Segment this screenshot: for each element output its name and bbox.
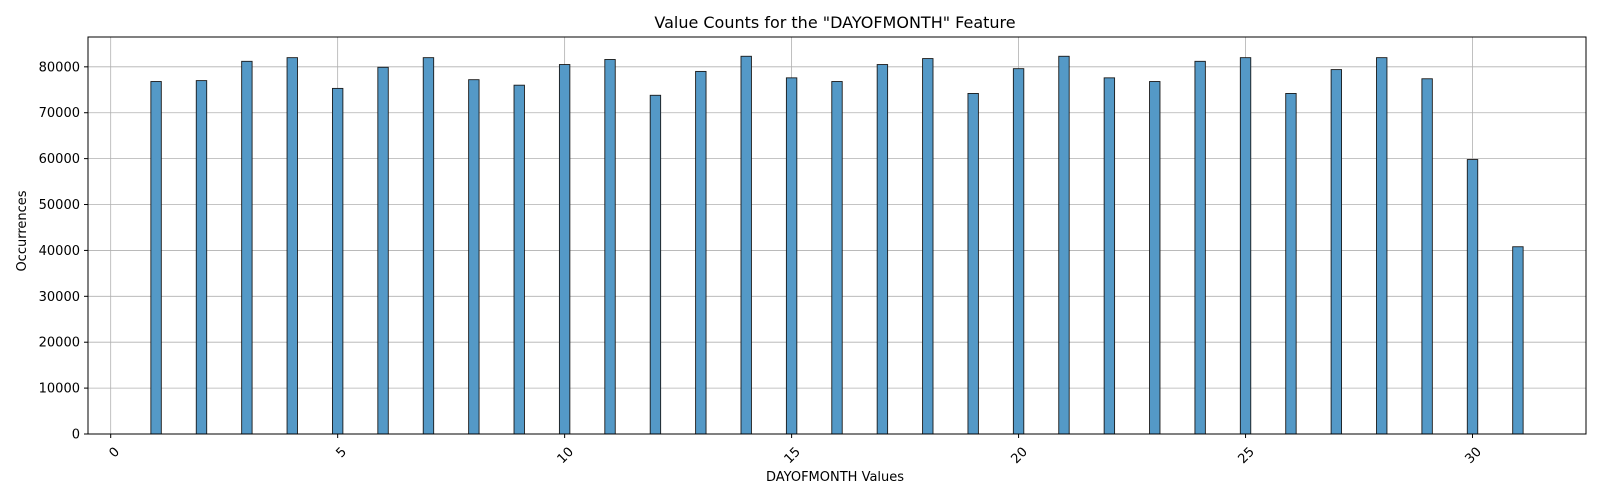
- bar-day-21: [1058, 55, 1070, 435]
- bar-day-5: [331, 87, 344, 435]
- y-axis-ticks: 0 10000 20000 30000 40000 50000 60000 70000 8000…: [39, 60, 88, 443]
- x-axis-label: DAYOFMONTH Values: [766, 470, 904, 485]
- bar-day-24: [1194, 60, 1206, 435]
- x-tick-label: 0: [106, 445, 122, 461]
- x-axis-ticks: 0 5 10 15 20 25 30: [106, 434, 1485, 467]
- bar-day-25: [1239, 57, 1252, 435]
- bar-day-20: [1012, 68, 1025, 435]
- bar-day-28: [1376, 57, 1388, 435]
- plot-frame: [87, 36, 1587, 435]
- y-tick-label: 50000: [39, 198, 80, 213]
- bar-day-7: [422, 57, 435, 435]
- x-tick-label: 25: [1236, 445, 1258, 467]
- bar-day-22: [1103, 77, 1116, 435]
- bar-day-14: [740, 55, 752, 435]
- bar-day-4: [286, 57, 298, 435]
- x-tick-label: 20: [1009, 445, 1031, 467]
- bar-day-23: [1149, 81, 1161, 435]
- bar-day-13: [695, 70, 707, 435]
- x-tick-label: 15: [782, 445, 804, 467]
- bar-day-11: [604, 59, 616, 435]
- x-tick-label: 5: [333, 445, 349, 461]
- bar-day-3: [241, 60, 253, 435]
- bar-day-6: [377, 66, 389, 435]
- y-tick-label: 30000: [39, 290, 80, 305]
- bar-day-8: [468, 79, 480, 435]
- chart-title: Value Counts for the "DAYOFMONTH" Featur…: [654, 13, 1015, 32]
- y-tick-label: 70000: [39, 106, 80, 121]
- y-tick-label: 20000: [39, 336, 80, 351]
- y-tick-label: 80000: [39, 60, 80, 75]
- y-tick-label: 40000: [39, 244, 80, 259]
- bar-day-2: [195, 80, 208, 435]
- bar-day-19: [967, 93, 979, 435]
- x-tick-label: 10: [555, 445, 577, 467]
- bar-day-15: [785, 77, 798, 435]
- y-axis-label: Occurrences: [15, 190, 30, 271]
- bar-day-29: [1421, 78, 1433, 435]
- bar-day-27: [1330, 69, 1343, 435]
- y-tick-label: 0: [72, 428, 80, 443]
- x-tick-label: 30: [1462, 445, 1484, 467]
- bar-day-9: [513, 84, 525, 435]
- bars: [150, 55, 1524, 435]
- bar-day-1: [150, 81, 162, 435]
- bar-day-31: [1512, 246, 1524, 435]
- y-tick-label: 60000: [39, 152, 80, 167]
- bar-day-30: [1466, 159, 1479, 435]
- bar-day-10: [558, 64, 571, 435]
- bar-day-17: [876, 64, 889, 435]
- bar-day-26: [1285, 93, 1297, 435]
- bar-day-12: [649, 94, 662, 435]
- bar-day-16: [831, 81, 843, 435]
- y-tick-label: 10000: [39, 382, 80, 397]
- bar-day-18: [922, 58, 934, 435]
